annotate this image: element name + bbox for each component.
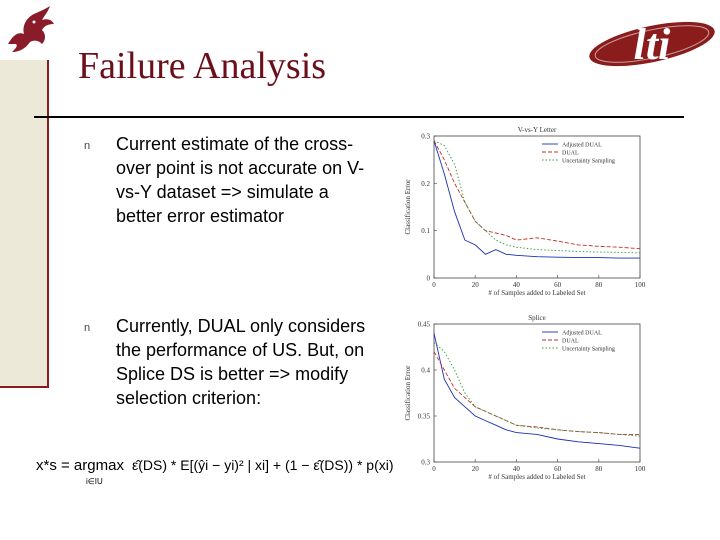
vy-letter-chart: V-vs-Y Letter 0 0.1 0.2 0.3 0 20 40 60 80 100 # of … bbox=[404, 126, 646, 297]
legend-label-2: DUAL bbox=[562, 339, 579, 345]
legend-label-3: Uncertainty Sampling bbox=[562, 347, 615, 353]
x-tick-label: 60 bbox=[554, 465, 562, 473]
series-line-3 bbox=[433, 342, 641, 437]
y-axis-label: Classification Error bbox=[404, 365, 412, 421]
bullet-marker-2: n bbox=[84, 322, 91, 334]
title-underline bbox=[34, 116, 684, 118]
x-tick-label: 20 bbox=[472, 281, 480, 289]
y-tick-label: 0.45 bbox=[418, 321, 431, 329]
chart-title: Splice bbox=[528, 314, 546, 322]
x-tick-label: 40 bbox=[513, 281, 521, 289]
series-line-1 bbox=[433, 333, 641, 449]
bullet-marker-1: n bbox=[84, 140, 91, 152]
legend-label-1: Adjusted DUAL bbox=[562, 143, 602, 149]
formula-subscript: i∈IU bbox=[86, 477, 103, 486]
x-tick-label: 80 bbox=[595, 281, 603, 289]
x-tick-label: 20 bbox=[472, 465, 480, 473]
y-tick-label: 0.3 bbox=[421, 459, 430, 467]
x-tick-label: 40 bbox=[513, 465, 521, 473]
x-tick-label: 60 bbox=[554, 281, 562, 289]
y-tick-label: 0 bbox=[427, 275, 431, 283]
plot-frame bbox=[433, 135, 641, 279]
series-line-3 bbox=[433, 140, 641, 254]
y-tick-label: 0.1 bbox=[421, 227, 430, 235]
selection-formula: x*s = argmax i∈IU ε̂(DS) * E[(ŷi − yi)² … bbox=[36, 457, 394, 486]
series-line-2 bbox=[433, 140, 641, 250]
bullet-text-2: Currently, DUAL only considers the perfo… bbox=[116, 316, 366, 408]
x-tick-label: 0 bbox=[432, 281, 436, 289]
formula-lhs: x*s = argmax bbox=[36, 457, 124, 474]
griffin-logo-icon bbox=[8, 6, 54, 52]
legend-label-2: DUAL bbox=[562, 151, 579, 157]
y-tick-label: 0.2 bbox=[421, 180, 430, 188]
plot-frame bbox=[433, 323, 641, 463]
y-tick-label: 0.35 bbox=[418, 413, 431, 421]
x-tick-label: 100 bbox=[635, 465, 646, 473]
x-tick-label: 100 bbox=[635, 281, 646, 289]
y-tick-label: 0.3 bbox=[421, 133, 430, 141]
series-line-2 bbox=[433, 351, 640, 435]
logo-text: lti bbox=[634, 20, 671, 69]
bullet-text-1: Current estimate of the cross-over point… bbox=[116, 134, 365, 226]
lti-logo: lti bbox=[589, 20, 715, 69]
series-line-1 bbox=[433, 140, 640, 259]
x-axis-label: # of Samples added to Labeled Set bbox=[488, 473, 585, 481]
x-tick-label: 80 bbox=[595, 465, 603, 473]
formula-rhs: ε̂(DS) * E[(ŷi − yi)² | xi] + (1 − ε̂(DS… bbox=[132, 457, 394, 473]
left-sidebar-panel bbox=[0, 60, 49, 388]
chart-title: V-vs-Y Letter bbox=[518, 126, 557, 134]
legend-label-3: Uncertainty Sampling bbox=[562, 159, 615, 165]
x-axis-label: # of Samples added to Labeled Set bbox=[488, 289, 585, 297]
y-axis-label: Classification Error bbox=[404, 179, 412, 235]
y-tick-label: 0.4 bbox=[421, 367, 430, 375]
splice-chart: Splice 0.3 0.35 0.4 0.45 0 20 40 60 80 100 # of Sam… bbox=[404, 314, 646, 481]
x-tick-label: 0 bbox=[432, 465, 436, 473]
legend-label-1: Adjusted DUAL bbox=[562, 331, 602, 337]
title: Failure Analysis bbox=[78, 45, 327, 87]
